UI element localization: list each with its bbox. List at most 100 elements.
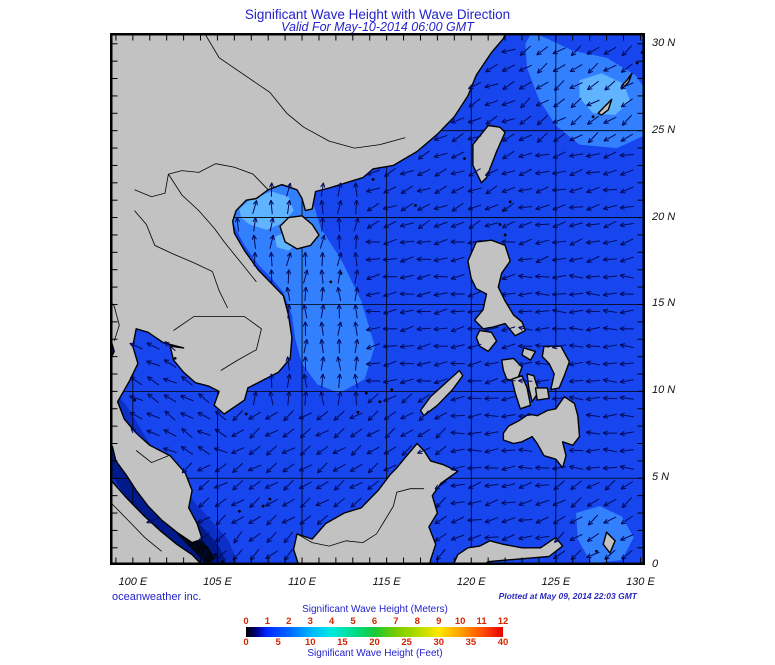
wave-direction-arrow: [602, 465, 618, 471]
wave-direction-arrow: [568, 273, 584, 279]
wave-direction-arrow: [467, 413, 482, 419]
island-speck: [133, 398, 136, 402]
wave-direction-arrow: [286, 373, 292, 388]
wave-direction-arrow: [248, 515, 261, 525]
meters-tick: 6: [371, 616, 378, 627]
wave-direction-arrow: [198, 480, 210, 491]
wave-direction-arrow: [585, 448, 601, 454]
wave-direction-arrow: [501, 395, 516, 402]
wave-patch-halmahera-light: [576, 506, 634, 564]
wave-direction-arrow: [467, 481, 482, 489]
wave-direction-arrow: [164, 410, 176, 421]
wave-direction-arrow: [568, 395, 584, 401]
land-halmahera: [602, 531, 616, 554]
wave-direction-arrow: [585, 239, 601, 245]
wave-direction-arrow: [501, 533, 516, 541]
wave-direction-arrow: [146, 360, 160, 367]
wave-direction-arrow: [501, 170, 516, 176]
wave-direction-arrow: [518, 64, 532, 72]
wave-direction-arrow: [535, 499, 550, 506]
wave-direction-arrow: [536, 115, 548, 126]
wave-direction-arrow: [535, 309, 550, 315]
wave-direction-arrow: [417, 203, 431, 211]
meters-tick: 5: [350, 616, 356, 627]
wave-direction-arrow: [285, 286, 291, 302]
island-speck: [173, 356, 177, 360]
wave-direction-arrow: [467, 204, 482, 211]
wave-direction-arrow: [570, 45, 582, 57]
wave-direction-arrow: [535, 99, 549, 107]
wave-direction-arrow: [416, 378, 431, 384]
wave-direction-arrow: [433, 257, 448, 263]
wave-direction-arrow: [366, 273, 380, 281]
lon-label: 105 E: [203, 576, 232, 588]
wave-direction-arrow: [569, 134, 583, 142]
wave-direction-arrow: [587, 132, 599, 144]
country-border: [203, 33, 304, 128]
land-sumatra: [110, 478, 202, 565]
island-speck: [591, 115, 595, 119]
wave-direction-arrow: [336, 234, 342, 249]
wave-direction-arrow: [621, 497, 633, 509]
wave-direction-arrow: [535, 343, 550, 349]
wave-direction-arrow: [416, 274, 431, 280]
island-speck: [414, 204, 417, 207]
island-speck: [356, 410, 360, 414]
wave-direction-arrow: [265, 498, 278, 507]
wave-direction-arrow: [484, 377, 499, 385]
wave-direction-arrow: [467, 395, 482, 401]
wave-direction-arrow: [585, 465, 601, 471]
meters-tick: 10: [454, 616, 466, 627]
land-masbate: [521, 347, 537, 361]
wave-direction-arrow: [264, 481, 279, 489]
lat-label: 20 N: [652, 210, 676, 223]
wave-direction-arrow: [252, 217, 258, 232]
wave-direction-arrow: [603, 516, 617, 524]
wave-direction-arrow: [603, 133, 617, 142]
wave-direction-arrow: [518, 273, 533, 279]
wave-direction-arrow: [484, 465, 499, 471]
wave-direction-arrow: [501, 326, 516, 333]
wave-direction-arrow: [450, 448, 465, 454]
wave-direction-arrow: [383, 220, 397, 229]
wave-direction-arrow: [602, 325, 617, 332]
wave-direction-arrow: [163, 447, 177, 454]
wave-direction-arrow: [400, 325, 414, 333]
wave-direction-arrow: [602, 430, 617, 436]
land-borneo: [292, 442, 459, 565]
wave-direction-arrow: [602, 447, 617, 453]
wave-direction-arrow: [552, 308, 567, 314]
wave-direction-arrow: [585, 360, 601, 366]
wave-direction-arrow: [366, 429, 380, 437]
wave-direction-arrow: [585, 308, 601, 314]
wave-direction-arrow: [366, 343, 380, 350]
wave-direction-arrow: [450, 291, 465, 297]
wave-direction-arrow: [252, 391, 258, 406]
wave-direction-arrow: [450, 221, 465, 228]
wave-direction-arrow: [603, 116, 617, 124]
wave-direction-arrow: [282, 428, 295, 438]
wave-direction-arrow: [619, 412, 634, 418]
wave-direction-arrow: [501, 100, 516, 107]
wave-direction-arrow: [265, 411, 278, 420]
wave-direction-arrow: [586, 203, 600, 211]
wave-direction-arrow: [467, 360, 482, 367]
wave-direction-arrow: [467, 239, 482, 246]
wave-direction-arrow: [450, 170, 465, 176]
wave-direction-arrow: [336, 252, 343, 267]
wave-direction-arrow: [349, 412, 363, 420]
wave-direction-arrow: [400, 256, 414, 263]
wave-direction-arrow: [553, 531, 565, 543]
island-speck: [329, 280, 333, 284]
wave-direction-arrow: [281, 447, 296, 454]
wave-direction-arrow: [433, 221, 448, 228]
wave-direction-arrow: [163, 429, 177, 437]
wave-direction-arrow: [268, 269, 275, 284]
colorbar-meters-label: Significant Wave Height (Meters): [302, 604, 448, 615]
wave-direction-arrow: [383, 360, 397, 367]
wave-direction-arrow: [518, 481, 532, 489]
wave-direction-arrow: [399, 309, 414, 315]
wave-direction-arrow: [518, 499, 533, 506]
wave-direction-arrow: [353, 217, 360, 232]
wave-direction-arrow: [286, 391, 292, 406]
